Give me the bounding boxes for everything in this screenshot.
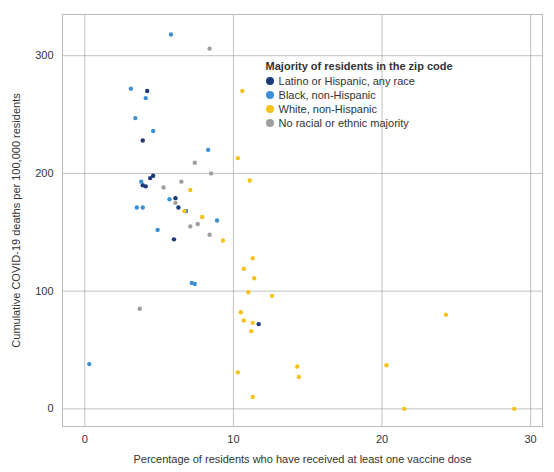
svg-text:20: 20 (376, 433, 388, 445)
svg-text:100: 100 (35, 285, 53, 297)
html-text:White, non-Hispanic: White, non-Hispanic (278, 102, 377, 115)
svg-text:30: 30 (524, 433, 536, 445)
svg-text:300: 300 (35, 49, 53, 61)
html-text:Latino or Hispanic, any race: Latino or Hispanic, any race (278, 74, 415, 87)
svg-text:0: 0 (47, 402, 53, 414)
svg-text:Cumulative COVID-19 deaths per: Cumulative COVID-19 deaths per 100,000 r… (10, 93, 22, 348)
svg-text:10: 10 (227, 433, 239, 445)
html-text:No racial or ethnic majority: No racial or ethnic majority (278, 116, 409, 129)
svg-text:0: 0 (82, 433, 88, 445)
html-text:Majority of residents in the z: Majority of residents in the zip code (265, 59, 453, 72)
html-text:Black, non-Hispanic: Black, non-Hispanic (278, 88, 376, 101)
svg-text:200: 200 (35, 167, 53, 179)
svg-text:Percentage of residents who ha: Percentage of residents who have receive… (133, 453, 471, 465)
